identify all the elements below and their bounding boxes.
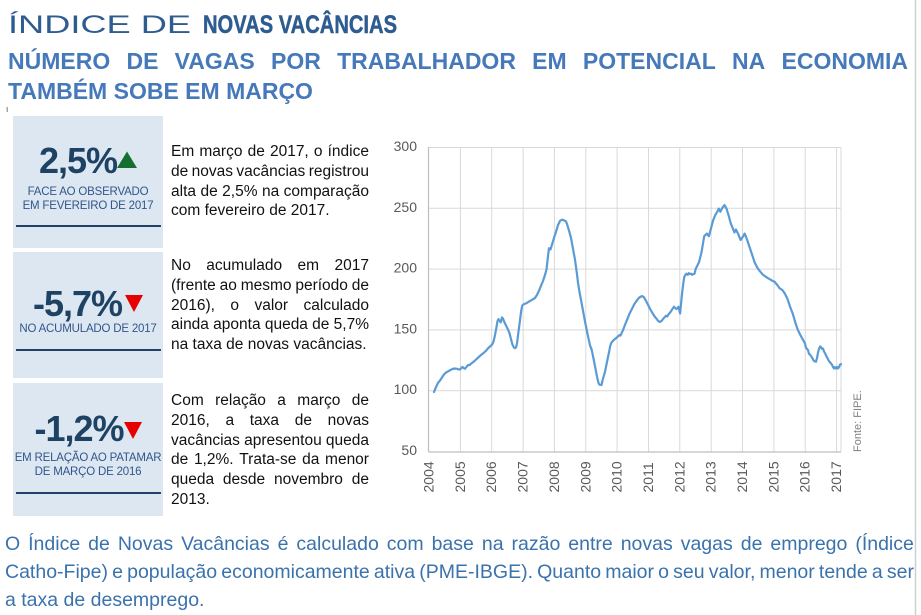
svg-text:2005: 2005 bbox=[452, 461, 468, 492]
svg-text:2004: 2004 bbox=[421, 461, 437, 492]
svg-text:2016: 2016 bbox=[797, 461, 813, 492]
svg-text:2008: 2008 bbox=[546, 461, 562, 492]
svg-text:Fonte: FIPE.: Fonte: FIPE. bbox=[852, 390, 864, 452]
svg-text:2007: 2007 bbox=[515, 461, 531, 492]
svg-text:2006: 2006 bbox=[483, 461, 499, 492]
svg-text:2011: 2011 bbox=[640, 462, 656, 492]
svg-text:250: 250 bbox=[394, 199, 418, 215]
svg-text:2009: 2009 bbox=[577, 461, 593, 492]
svg-text:2014: 2014 bbox=[734, 461, 750, 492]
svg-text:50: 50 bbox=[401, 442, 417, 458]
svg-text:2017: 2017 bbox=[828, 461, 844, 492]
svg-text:2015: 2015 bbox=[765, 461, 781, 492]
svg-text:2013: 2013 bbox=[703, 461, 719, 492]
svg-text:200: 200 bbox=[394, 260, 418, 276]
svg-text:2012: 2012 bbox=[671, 461, 687, 492]
svg-text:2010: 2010 bbox=[609, 461, 625, 492]
svg-text:100: 100 bbox=[394, 381, 418, 397]
svg-text:150: 150 bbox=[394, 320, 418, 336]
svg-text:300: 300 bbox=[394, 138, 418, 154]
